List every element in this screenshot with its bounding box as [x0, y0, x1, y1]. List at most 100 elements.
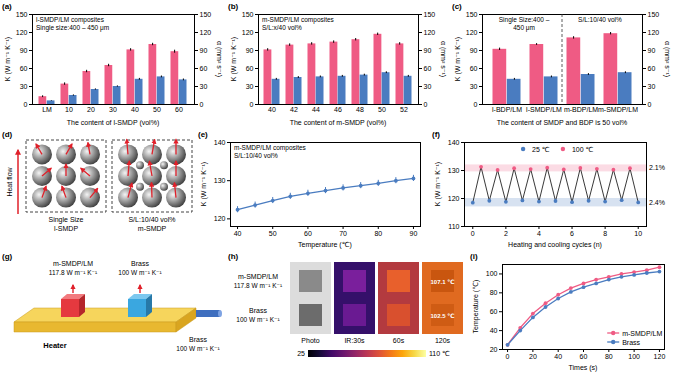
svg-text:130: 130 [214, 177, 226, 184]
svg-text:120: 120 [654, 353, 666, 360]
svg-text:(e): (e) [198, 130, 208, 139]
svg-text:50: 50 [269, 230, 277, 237]
svg-text:40: 40 [131, 106, 139, 113]
svg-text:100 W m⁻¹ K⁻¹: 100 W m⁻¹ K⁻¹ [236, 316, 280, 323]
svg-text:Single size:400 – 450 μm: Single size:400 – 450 μm [36, 24, 109, 32]
svg-text:20: 20 [87, 106, 95, 113]
svg-text:44: 44 [312, 106, 320, 113]
svg-text:117.8 W m⁻¹ K⁻¹: 117.8 W m⁻¹ K⁻¹ [234, 282, 283, 289]
svg-text:60: 60 [424, 65, 432, 72]
svg-text:0: 0 [250, 101, 254, 108]
svg-text:0: 0 [471, 230, 475, 237]
svg-text:40: 40 [268, 106, 276, 113]
svg-text:150: 150 [242, 11, 254, 18]
svg-text:K (W m⁻¹ K⁻¹): K (W m⁻¹ K⁻¹) [434, 162, 442, 206]
svg-text:120: 120 [466, 29, 478, 36]
svg-text:130: 130 [448, 167, 460, 174]
svg-text:The content of SMDP and BDP is: The content of SMDP and BDP is 50 vol% [497, 119, 627, 126]
svg-text:150: 150 [16, 11, 28, 18]
svg-text:150: 150 [200, 11, 212, 18]
svg-text:0: 0 [474, 101, 478, 108]
svg-text:0: 0 [24, 101, 28, 108]
svg-text:m-SMDP/LM: m-SMDP/LM [53, 260, 93, 267]
svg-text:52: 52 [400, 106, 408, 113]
svg-text:30: 30 [470, 83, 478, 90]
svg-text:Single Size: Single Size [48, 216, 83, 224]
svg-text:2.4%: 2.4% [649, 199, 665, 206]
svg-text:0: 0 [200, 101, 204, 108]
svg-text:(b): (b) [228, 2, 239, 11]
svg-text:α (mm² s⁻¹): α (mm² s⁻¹) [215, 41, 223, 77]
svg-text:90: 90 [200, 47, 208, 54]
svg-text:60: 60 [304, 230, 312, 237]
svg-text:30: 30 [200, 83, 208, 90]
svg-text:(d): (d) [2, 130, 13, 139]
svg-text:l-SMDP/LM composites: l-SMDP/LM composites [36, 16, 105, 24]
svg-text:30: 30 [246, 83, 254, 90]
svg-text:107.1 ℃: 107.1 ℃ [431, 279, 455, 285]
svg-text:K (W m⁻¹ K⁻¹): K (W m⁻¹ K⁻¹) [454, 37, 462, 81]
svg-text:Brass: Brass [189, 336, 207, 343]
svg-text:120: 120 [648, 29, 660, 36]
svg-text:Brass: Brass [249, 307, 267, 314]
svg-text:117.8 W m⁻¹ K⁻¹: 117.8 W m⁻¹ K⁻¹ [49, 269, 98, 276]
svg-text:102.5 ℃: 102.5 ℃ [431, 313, 455, 319]
svg-text:100: 100 [628, 353, 640, 360]
svg-text:60: 60 [200, 65, 208, 72]
svg-text:The content of l-SMDP (vol%): The content of l-SMDP (vol%) [67, 119, 159, 127]
svg-text:90: 90 [648, 47, 656, 54]
svg-text:50: 50 [153, 106, 161, 113]
svg-text:2.1%: 2.1% [649, 164, 665, 171]
svg-text:42: 42 [290, 106, 298, 113]
svg-text:140: 140 [448, 139, 460, 146]
svg-text:30: 30 [648, 83, 656, 90]
svg-text:S/L:x/40 vol%: S/L:x/40 vol% [262, 24, 302, 31]
svg-text:20: 20 [490, 346, 498, 353]
svg-text:48: 48 [356, 106, 364, 113]
svg-text:l-SMDP/LM: l-SMDP/LM [526, 106, 562, 113]
svg-text:0: 0 [648, 101, 652, 108]
svg-text:150: 150 [466, 11, 478, 18]
svg-text:α (mm² s⁻¹): α (mm² s⁻¹) [663, 41, 671, 77]
svg-text:140: 140 [214, 139, 226, 146]
svg-text:K (W m⁻¹ K⁻¹): K (W m⁻¹ K⁻¹) [230, 37, 238, 81]
svg-text:6: 6 [570, 230, 574, 237]
svg-text:2: 2 [504, 230, 508, 237]
svg-text:60: 60 [580, 353, 588, 360]
svg-text:α (mm² s⁻¹): α (mm² s⁻¹) [439, 41, 447, 77]
svg-text:120: 120 [242, 29, 254, 36]
svg-text:m-SMDP: m-SMDP [138, 225, 167, 232]
svg-text:25 ℃: 25 ℃ [532, 146, 550, 153]
svg-text:Single Size:400 –: Single Size:400 – [499, 16, 550, 24]
svg-text:120: 120 [448, 195, 460, 202]
svg-text:60: 60 [470, 65, 478, 72]
svg-text:450 μm: 450 μm [513, 24, 535, 32]
svg-text:l-SMDP: l-SMDP [54, 225, 78, 232]
svg-text:The content of m-SMDP (vol%): The content of m-SMDP (vol%) [290, 119, 387, 127]
svg-text:70: 70 [339, 230, 347, 237]
svg-text:m-SMDP/LM: m-SMDP/LM [622, 330, 662, 337]
svg-text:80: 80 [374, 230, 382, 237]
svg-text:10: 10 [634, 230, 642, 237]
svg-text:90: 90 [424, 47, 432, 54]
svg-text:90: 90 [20, 47, 28, 54]
svg-text:100 W m⁻¹ K⁻¹: 100 W m⁻¹ K⁻¹ [176, 345, 220, 352]
svg-text:40: 40 [554, 353, 562, 360]
svg-text:l-BDP/LM: l-BDP/LM [492, 106, 522, 113]
svg-text:S/L:10/40 vol%: S/L:10/40 vol% [578, 16, 622, 23]
svg-text:150: 150 [648, 11, 660, 18]
svg-text:Heat flow: Heat flow [6, 166, 13, 196]
svg-text:90: 90 [246, 47, 254, 54]
svg-text:40: 40 [234, 230, 242, 237]
svg-text:8: 8 [603, 230, 607, 237]
svg-text:4: 4 [537, 230, 541, 237]
svg-text:110 ℃: 110 ℃ [429, 350, 450, 357]
svg-text:30: 30 [20, 83, 28, 90]
svg-text:110: 110 [448, 223, 459, 230]
svg-text:60: 60 [20, 65, 28, 72]
svg-text:80: 80 [605, 353, 613, 360]
svg-text:10: 10 [65, 106, 73, 113]
svg-text:S/L:10/40 vol%: S/L:10/40 vol% [234, 152, 278, 159]
svg-text:(a): (a) [2, 2, 12, 11]
svg-text:Temperature (℃): Temperature (℃) [472, 280, 480, 334]
